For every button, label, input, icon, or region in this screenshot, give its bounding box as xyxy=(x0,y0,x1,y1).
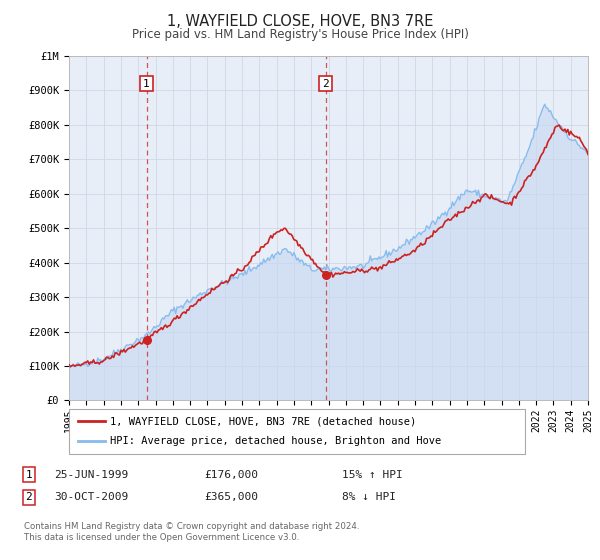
Text: £176,000: £176,000 xyxy=(204,470,258,480)
Text: Contains HM Land Registry data © Crown copyright and database right 2024.: Contains HM Land Registry data © Crown c… xyxy=(24,522,359,531)
Text: 30-OCT-2009: 30-OCT-2009 xyxy=(54,492,128,502)
Text: 1: 1 xyxy=(25,470,32,480)
Text: 8% ↓ HPI: 8% ↓ HPI xyxy=(342,492,396,502)
Text: Price paid vs. HM Land Registry's House Price Index (HPI): Price paid vs. HM Land Registry's House … xyxy=(131,28,469,41)
Text: 1: 1 xyxy=(143,78,150,88)
Text: 25-JUN-1999: 25-JUN-1999 xyxy=(54,470,128,480)
Text: 1, WAYFIELD CLOSE, HOVE, BN3 7RE: 1, WAYFIELD CLOSE, HOVE, BN3 7RE xyxy=(167,14,433,29)
Text: 15% ↑ HPI: 15% ↑ HPI xyxy=(342,470,403,480)
Text: HPI: Average price, detached house, Brighton and Hove: HPI: Average price, detached house, Brig… xyxy=(110,436,441,446)
Text: £365,000: £365,000 xyxy=(204,492,258,502)
Text: 2: 2 xyxy=(322,78,329,88)
Text: This data is licensed under the Open Government Licence v3.0.: This data is licensed under the Open Gov… xyxy=(24,533,299,542)
Text: 2: 2 xyxy=(25,492,32,502)
Text: 1, WAYFIELD CLOSE, HOVE, BN3 7RE (detached house): 1, WAYFIELD CLOSE, HOVE, BN3 7RE (detach… xyxy=(110,416,416,426)
